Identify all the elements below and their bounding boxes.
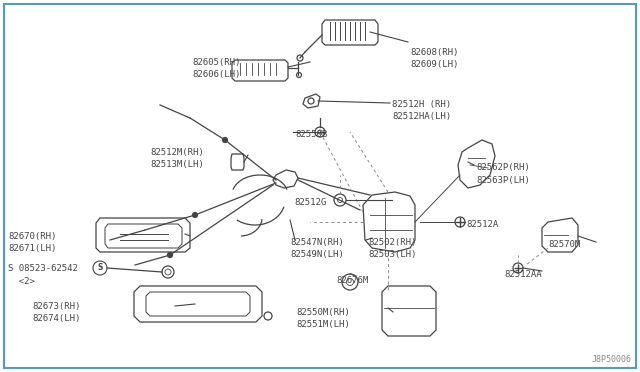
Text: 82605(RH)
82606(LH): 82605(RH) 82606(LH)	[192, 58, 241, 80]
Text: 82676M: 82676M	[336, 276, 368, 285]
Text: 82512A: 82512A	[466, 220, 499, 229]
Circle shape	[168, 253, 173, 257]
Text: 82670(RH)
82671(LH): 82670(RH) 82671(LH)	[8, 232, 56, 253]
Text: 82512G: 82512G	[294, 198, 326, 207]
Text: 82673(RH)
82674(LH): 82673(RH) 82674(LH)	[32, 302, 81, 324]
Text: 82550M(RH)
82551M(LH): 82550M(RH) 82551M(LH)	[296, 308, 349, 330]
Text: 82570M: 82570M	[548, 240, 580, 249]
Text: S 08523-62542
  <2>: S 08523-62542 <2>	[8, 264, 78, 285]
Text: 82562P(RH)
82563P(LH): 82562P(RH) 82563P(LH)	[476, 163, 530, 185]
Text: 82608(RH)
82609(LH): 82608(RH) 82609(LH)	[410, 48, 458, 70]
Circle shape	[193, 212, 198, 218]
Text: 82512AA: 82512AA	[504, 270, 541, 279]
Text: 82547N(RH)
82549N(LH): 82547N(RH) 82549N(LH)	[290, 238, 344, 260]
Circle shape	[223, 138, 227, 142]
Text: S: S	[97, 263, 102, 273]
Text: J8P50006: J8P50006	[592, 355, 632, 364]
Text: 82512H (RH)
82512HA(LH): 82512H (RH) 82512HA(LH)	[392, 100, 451, 122]
Text: 82502(RH)
82503(LH): 82502(RH) 82503(LH)	[368, 238, 417, 260]
Text: 82512M(RH)
82513M(LH): 82512M(RH) 82513M(LH)	[150, 148, 204, 170]
Text: 82550B: 82550B	[295, 130, 327, 139]
